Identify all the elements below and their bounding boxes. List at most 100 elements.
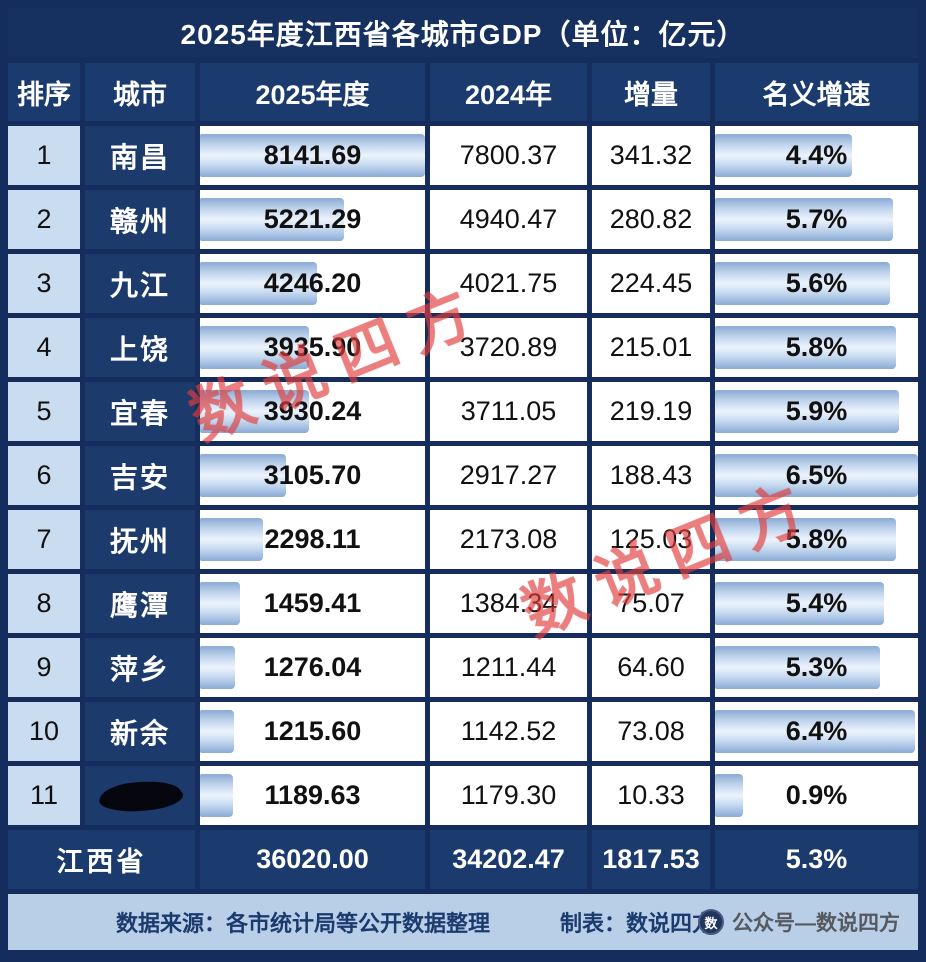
row-rank: 9 <box>8 638 80 697</box>
row-gdp-2025-bar <box>200 582 241 625</box>
row-growth-bar <box>715 134 853 177</box>
row-growth: 5.8% <box>715 510 918 569</box>
row-gdp-2025-value: 2298.11 <box>264 524 361 554</box>
row-gdp-2024: 1179.30 <box>430 766 587 825</box>
row-rank: 7 <box>8 510 80 569</box>
col-header-growth: 名义增速 <box>715 63 918 121</box>
row-gdp-2025: 1459.41 <box>200 574 425 633</box>
publisher-logo-text: 公众号—数说四方 <box>732 912 900 935</box>
col-header-rank: 排序 <box>8 63 80 121</box>
row-city <box>85 766 195 825</box>
row-growth: 5.4% <box>715 574 918 633</box>
row-gdp-2025: 3935.90 <box>200 318 425 377</box>
col-header-2025: 2025年度 <box>200 63 425 121</box>
row-growth-bar <box>715 390 900 433</box>
publisher-logo-overlay: 数 公众号—数说四方 <box>698 907 900 937</box>
row-gdp-2025-value: 3105.70 <box>263 460 362 490</box>
row-gdp-2024: 4940.47 <box>430 190 587 249</box>
row-city: 新余 <box>85 702 195 761</box>
row-growth: 5.3% <box>715 638 918 697</box>
row-gdp-2025-bar <box>200 646 236 689</box>
row-city: 南昌 <box>85 126 195 185</box>
row-growth-value: 0.9% <box>785 780 848 810</box>
row-growth-bar <box>715 774 743 817</box>
row-gdp-2025-bar <box>200 326 309 369</box>
row-gdp-2025-value: 1459.41 <box>263 588 362 618</box>
row-growth-value: 5.3% <box>785 652 848 682</box>
row-growth-value: 5.7% <box>785 204 848 234</box>
row-gdp-2025-value: 5221.29 <box>263 204 362 234</box>
row-gdp-2025-bar <box>200 390 309 433</box>
row-rank: 11 <box>8 766 80 825</box>
row-increment: 75.07 <box>592 574 710 633</box>
row-city: 九江 <box>85 254 195 313</box>
row-increment: 188.43 <box>592 446 710 505</box>
col-header-city: 城市 <box>85 63 195 121</box>
row-gdp-2024: 4021.75 <box>430 254 587 313</box>
row-rank: 3 <box>8 254 80 313</box>
row-increment: 64.60 <box>592 638 710 697</box>
total-gdp-2024: 34202.47 <box>430 830 587 889</box>
row-increment: 10.33 <box>592 766 710 825</box>
row-gdp-2025: 1276.04 <box>200 638 425 697</box>
row-rank: 8 <box>8 574 80 633</box>
row-city: 上饶 <box>85 318 195 377</box>
row-gdp-2025: 2298.11 <box>200 510 425 569</box>
row-rank: 6 <box>8 446 80 505</box>
row-gdp-2025-value: 1215.60 <box>263 716 362 746</box>
row-rank: 10 <box>8 702 80 761</box>
row-increment: 219.19 <box>592 382 710 441</box>
row-rank: 2 <box>8 190 80 249</box>
col-header-2024: 2024年 <box>430 63 587 121</box>
row-growth-bar <box>715 710 915 753</box>
row-gdp-2025: 3930.24 <box>200 382 425 441</box>
row-growth-value: 4.4% <box>785 140 848 170</box>
row-increment: 215.01 <box>592 318 710 377</box>
row-gdp-2025-bar <box>200 518 264 561</box>
row-growth-value: 5.8% <box>785 332 848 362</box>
row-city: 萍乡 <box>85 638 195 697</box>
row-growth: 5.6% <box>715 254 918 313</box>
row-growth-bar <box>715 582 884 625</box>
row-growth: 6.5% <box>715 446 918 505</box>
row-growth: 0.9% <box>715 766 918 825</box>
total-gdp-2025: 36020.00 <box>200 830 425 889</box>
row-growth-value: 5.4% <box>785 588 848 618</box>
row-increment: 224.45 <box>592 254 710 313</box>
row-gdp-2024: 2173.08 <box>430 510 587 569</box>
publisher-logo-icon: 数 <box>698 909 724 935</box>
row-growth: 5.9% <box>715 382 918 441</box>
row-gdp-2025: 4246.20 <box>200 254 425 313</box>
row-gdp-2025-value: 1189.63 <box>264 780 361 810</box>
row-gdp-2024: 1211.44 <box>430 638 587 697</box>
row-gdp-2024: 1384.34 <box>430 574 587 633</box>
row-rank: 4 <box>8 318 80 377</box>
row-gdp-2025: 5221.29 <box>200 190 425 249</box>
row-growth: 5.7% <box>715 190 918 249</box>
row-gdp-2024: 2917.27 <box>430 446 587 505</box>
row-growth-bar <box>715 518 897 561</box>
row-gdp-2025: 1189.63 <box>200 766 425 825</box>
row-gdp-2025: 8141.69 <box>200 126 425 185</box>
row-city: 吉安 <box>85 446 195 505</box>
row-gdp-2025-bar <box>200 710 234 753</box>
row-gdp-2025-bar <box>200 198 345 241</box>
row-gdp-2025: 1215.60 <box>200 702 425 761</box>
credit-text: 制表：数说四方 <box>560 911 715 936</box>
row-gdp-2025-bar <box>200 134 425 177</box>
row-growth-value: 5.8% <box>785 524 848 554</box>
total-row-label: 江西省 <box>8 830 195 889</box>
row-gdp-2025-value: 3930.24 <box>263 396 362 426</box>
row-gdp-2025-value: 3935.90 <box>263 332 362 362</box>
row-increment: 280.82 <box>592 190 710 249</box>
row-gdp-2025-value: 1276.04 <box>263 652 362 682</box>
row-growth-value: 6.5% <box>785 460 848 490</box>
row-growth-bar <box>715 454 918 497</box>
row-gdp-2025-value: 8141.69 <box>263 140 362 170</box>
row-gdp-2025-value: 4246.20 <box>263 268 362 298</box>
row-gdp-2024: 1142.52 <box>430 702 587 761</box>
data-source-text: 数据来源：各市统计局等公开数据整理 <box>116 911 491 936</box>
col-header-increment: 增量 <box>592 63 710 121</box>
row-gdp-2025-bar <box>200 454 286 497</box>
row-growth-bar <box>715 326 897 369</box>
